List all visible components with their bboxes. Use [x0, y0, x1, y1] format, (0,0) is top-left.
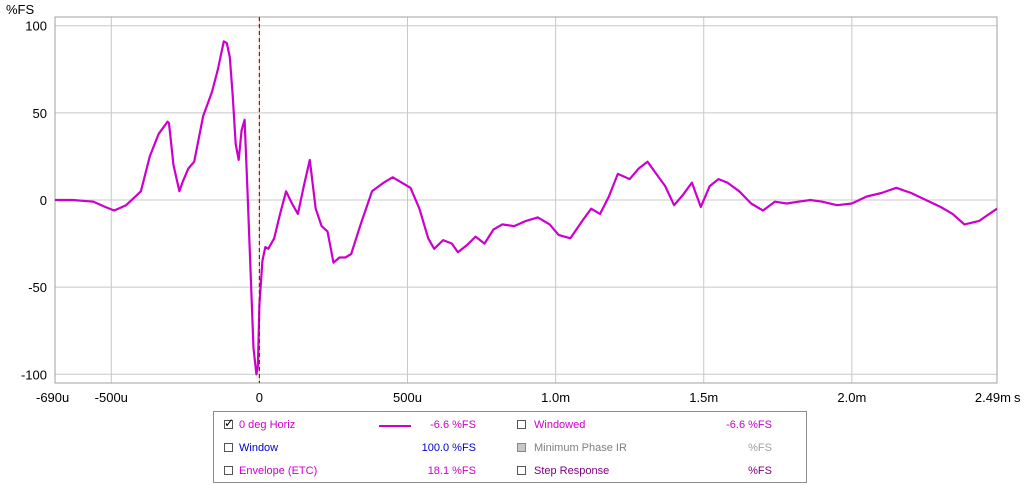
x-tick-label: 0 [256, 390, 263, 405]
x-tick-label: 500u [393, 390, 422, 405]
series-0deg-horiz-label: 0 deg Horiz [239, 419, 296, 431]
legend-row: Envelope (ETC) 18.1 %FS Step Response %F… [214, 462, 806, 482]
windowed-checkbox[interactable] [517, 420, 526, 429]
series-0deg-horiz-value: -6.6 %FS [430, 419, 476, 431]
minimum-phase-ir-value: %FS [748, 442, 772, 454]
envelope-etc-value: 18.1 %FS [427, 465, 476, 477]
y-tick-label: 100 [25, 19, 47, 34]
series-line-0deg-horiz [55, 40, 998, 376]
series-0deg-horiz-swatch [379, 425, 411, 427]
windowed-label: Windowed [534, 419, 586, 431]
x-tick-label: -500u [95, 390, 128, 405]
y-tick-label: 0 [40, 193, 47, 208]
windowed-value: -6.6 %FS [726, 419, 772, 431]
window-value: 100.0 %FS [421, 442, 476, 454]
x-tick-label: 1.5m [689, 390, 718, 405]
envelope-etc-label: Envelope (ETC) [239, 465, 318, 477]
x-tick-label: -690u [36, 390, 69, 405]
chart-grid [55, 17, 997, 383]
minimum-phase-ir-label: Minimum Phase IR [534, 442, 627, 454]
x-tick-label: 2.0m [837, 390, 866, 405]
envelope-etc-checkbox[interactable] [224, 466, 233, 475]
chart-marks [55, 17, 998, 383]
legend-panel: 0 deg Horiz -6.6 %FS Windowed -6.6 %FS W… [213, 411, 807, 483]
axis-ticks: 100 50 0 -50 -100 -690u -500u 0 500u 1.0m 1.5m 2.0m… [21, 19, 1021, 405]
impulse-response-chart[interactable]: %FS 100 50 0 -50 -100 -690u -500u 0 500u 1.0m 1.5m… [0, 0, 1024, 410]
series-0deg-horiz-checkbox[interactable] [224, 416, 234, 430]
step-response-checkbox[interactable] [517, 466, 526, 475]
minimum-phase-ir-checkbox[interactable] [517, 443, 526, 452]
y-tick-label: -100 [21, 367, 47, 382]
x-tick-label: 2.49m [975, 390, 1011, 405]
y-axis-unit-label: %FS [6, 2, 35, 17]
y-tick-label: -50 [28, 280, 47, 295]
step-response-value: %FS [748, 465, 772, 477]
x-tick-label: 1.0m [541, 390, 570, 405]
step-response-label: Step Response [534, 465, 610, 477]
y-tick-label: 50 [33, 106, 47, 121]
x-axis-unit-label: s [1014, 390, 1021, 405]
window-checkbox[interactable] [224, 443, 233, 452]
legend-row: Window 100.0 %FS Minimum Phase IR %FS [214, 439, 806, 459]
window-label: Window [239, 442, 279, 454]
legend-row: 0 deg Horiz -6.6 %FS Windowed -6.6 %FS [214, 416, 806, 436]
